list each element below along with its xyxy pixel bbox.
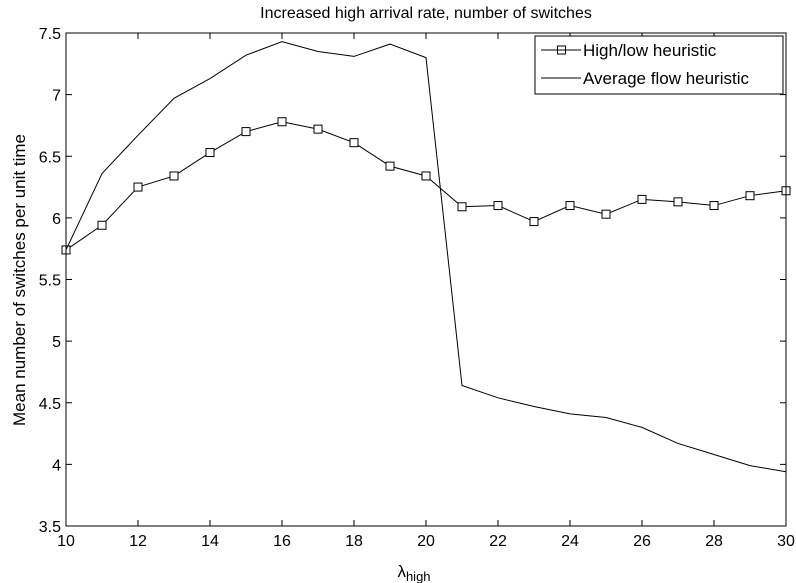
data-point-high-low-heuristic: [313, 124, 323, 134]
x-tick-label: 12: [129, 533, 147, 550]
x-tick-label: 10: [57, 533, 75, 550]
data-point-high-low-heuristic: [601, 209, 611, 219]
legend-box: [534, 35, 784, 95]
legend-label-average-flow: Average flow heuristic: [583, 69, 749, 88]
data-point-high-low-heuristic: [673, 197, 683, 207]
data-point-high-low-heuristic: [457, 202, 467, 212]
data-point-high-low-heuristic: [349, 138, 359, 148]
legend-marker-high-low: [557, 45, 566, 55]
data-point-high-low-heuristic: [493, 201, 503, 211]
y-tick-label: 4.5: [39, 396, 61, 413]
data-point-high-low-heuristic: [277, 117, 287, 127]
data-point-high-low-heuristic: [169, 171, 179, 181]
plot-frame: [65, 32, 787, 527]
x-tick-label: 14: [201, 533, 219, 550]
x-tick-label: 30: [777, 533, 795, 550]
data-point-high-low-heuristic: [565, 201, 575, 211]
x-axis-label: λhigh: [397, 562, 430, 583]
x-tick-label: 24: [561, 533, 579, 550]
y-axis-label: Mean number of switches per unit time: [10, 134, 29, 426]
y-tick-label: 4: [52, 457, 61, 474]
legend: High/low heuristic Average flow heuristi…: [534, 35, 784, 95]
series-layer: [61, 41, 791, 473]
y-tick-label: 5.5: [39, 273, 61, 290]
x-tick-label: 22: [489, 533, 507, 550]
y-tick-label: 6: [52, 211, 61, 228]
x-tick-label: 26: [633, 533, 651, 550]
y-tick-label: 7: [52, 88, 61, 105]
y-tick-label: 6.5: [39, 149, 61, 166]
x-tick-label: 18: [345, 533, 363, 550]
data-point-high-low-heuristic: [205, 148, 215, 158]
data-point-high-low-heuristic: [241, 127, 251, 137]
data-point-high-low-heuristic: [529, 217, 539, 227]
data-point-high-low-heuristic: [421, 171, 431, 181]
x-axis-label-subscript: high: [406, 569, 431, 583]
chart-title: Increased high arrival rate, number of s…: [260, 5, 592, 22]
y-tick-label: 3.5: [39, 519, 61, 536]
x-axis-label-main: λ: [397, 562, 406, 581]
y-tick-label: 5: [52, 334, 61, 351]
data-point-high-low-heuristic: [637, 194, 647, 204]
y-tick-label: 7.5: [39, 26, 61, 43]
x-tick-label: 28: [705, 533, 723, 550]
series-line-average-flow-heuristic: [65, 41, 787, 473]
legend-label-high-low: High/low heuristic: [583, 41, 717, 60]
x-tick-label: 20: [417, 533, 435, 550]
data-point-high-low-heuristic: [385, 161, 395, 171]
plot-area: [66, 33, 786, 526]
data-point-high-low-heuristic: [97, 220, 107, 230]
axis-ticks: 10 12 14 16 18 20 22 24 26 28 30 3.5 4 4.5 5 5.5 6 6.5 7 7.…: [39, 26, 795, 550]
data-point-high-low-heuristic: [133, 182, 143, 192]
data-point-high-low-heuristic: [709, 201, 719, 211]
data-point-high-low-heuristic: [745, 191, 755, 201]
x-tick-label: 16: [273, 533, 291, 550]
